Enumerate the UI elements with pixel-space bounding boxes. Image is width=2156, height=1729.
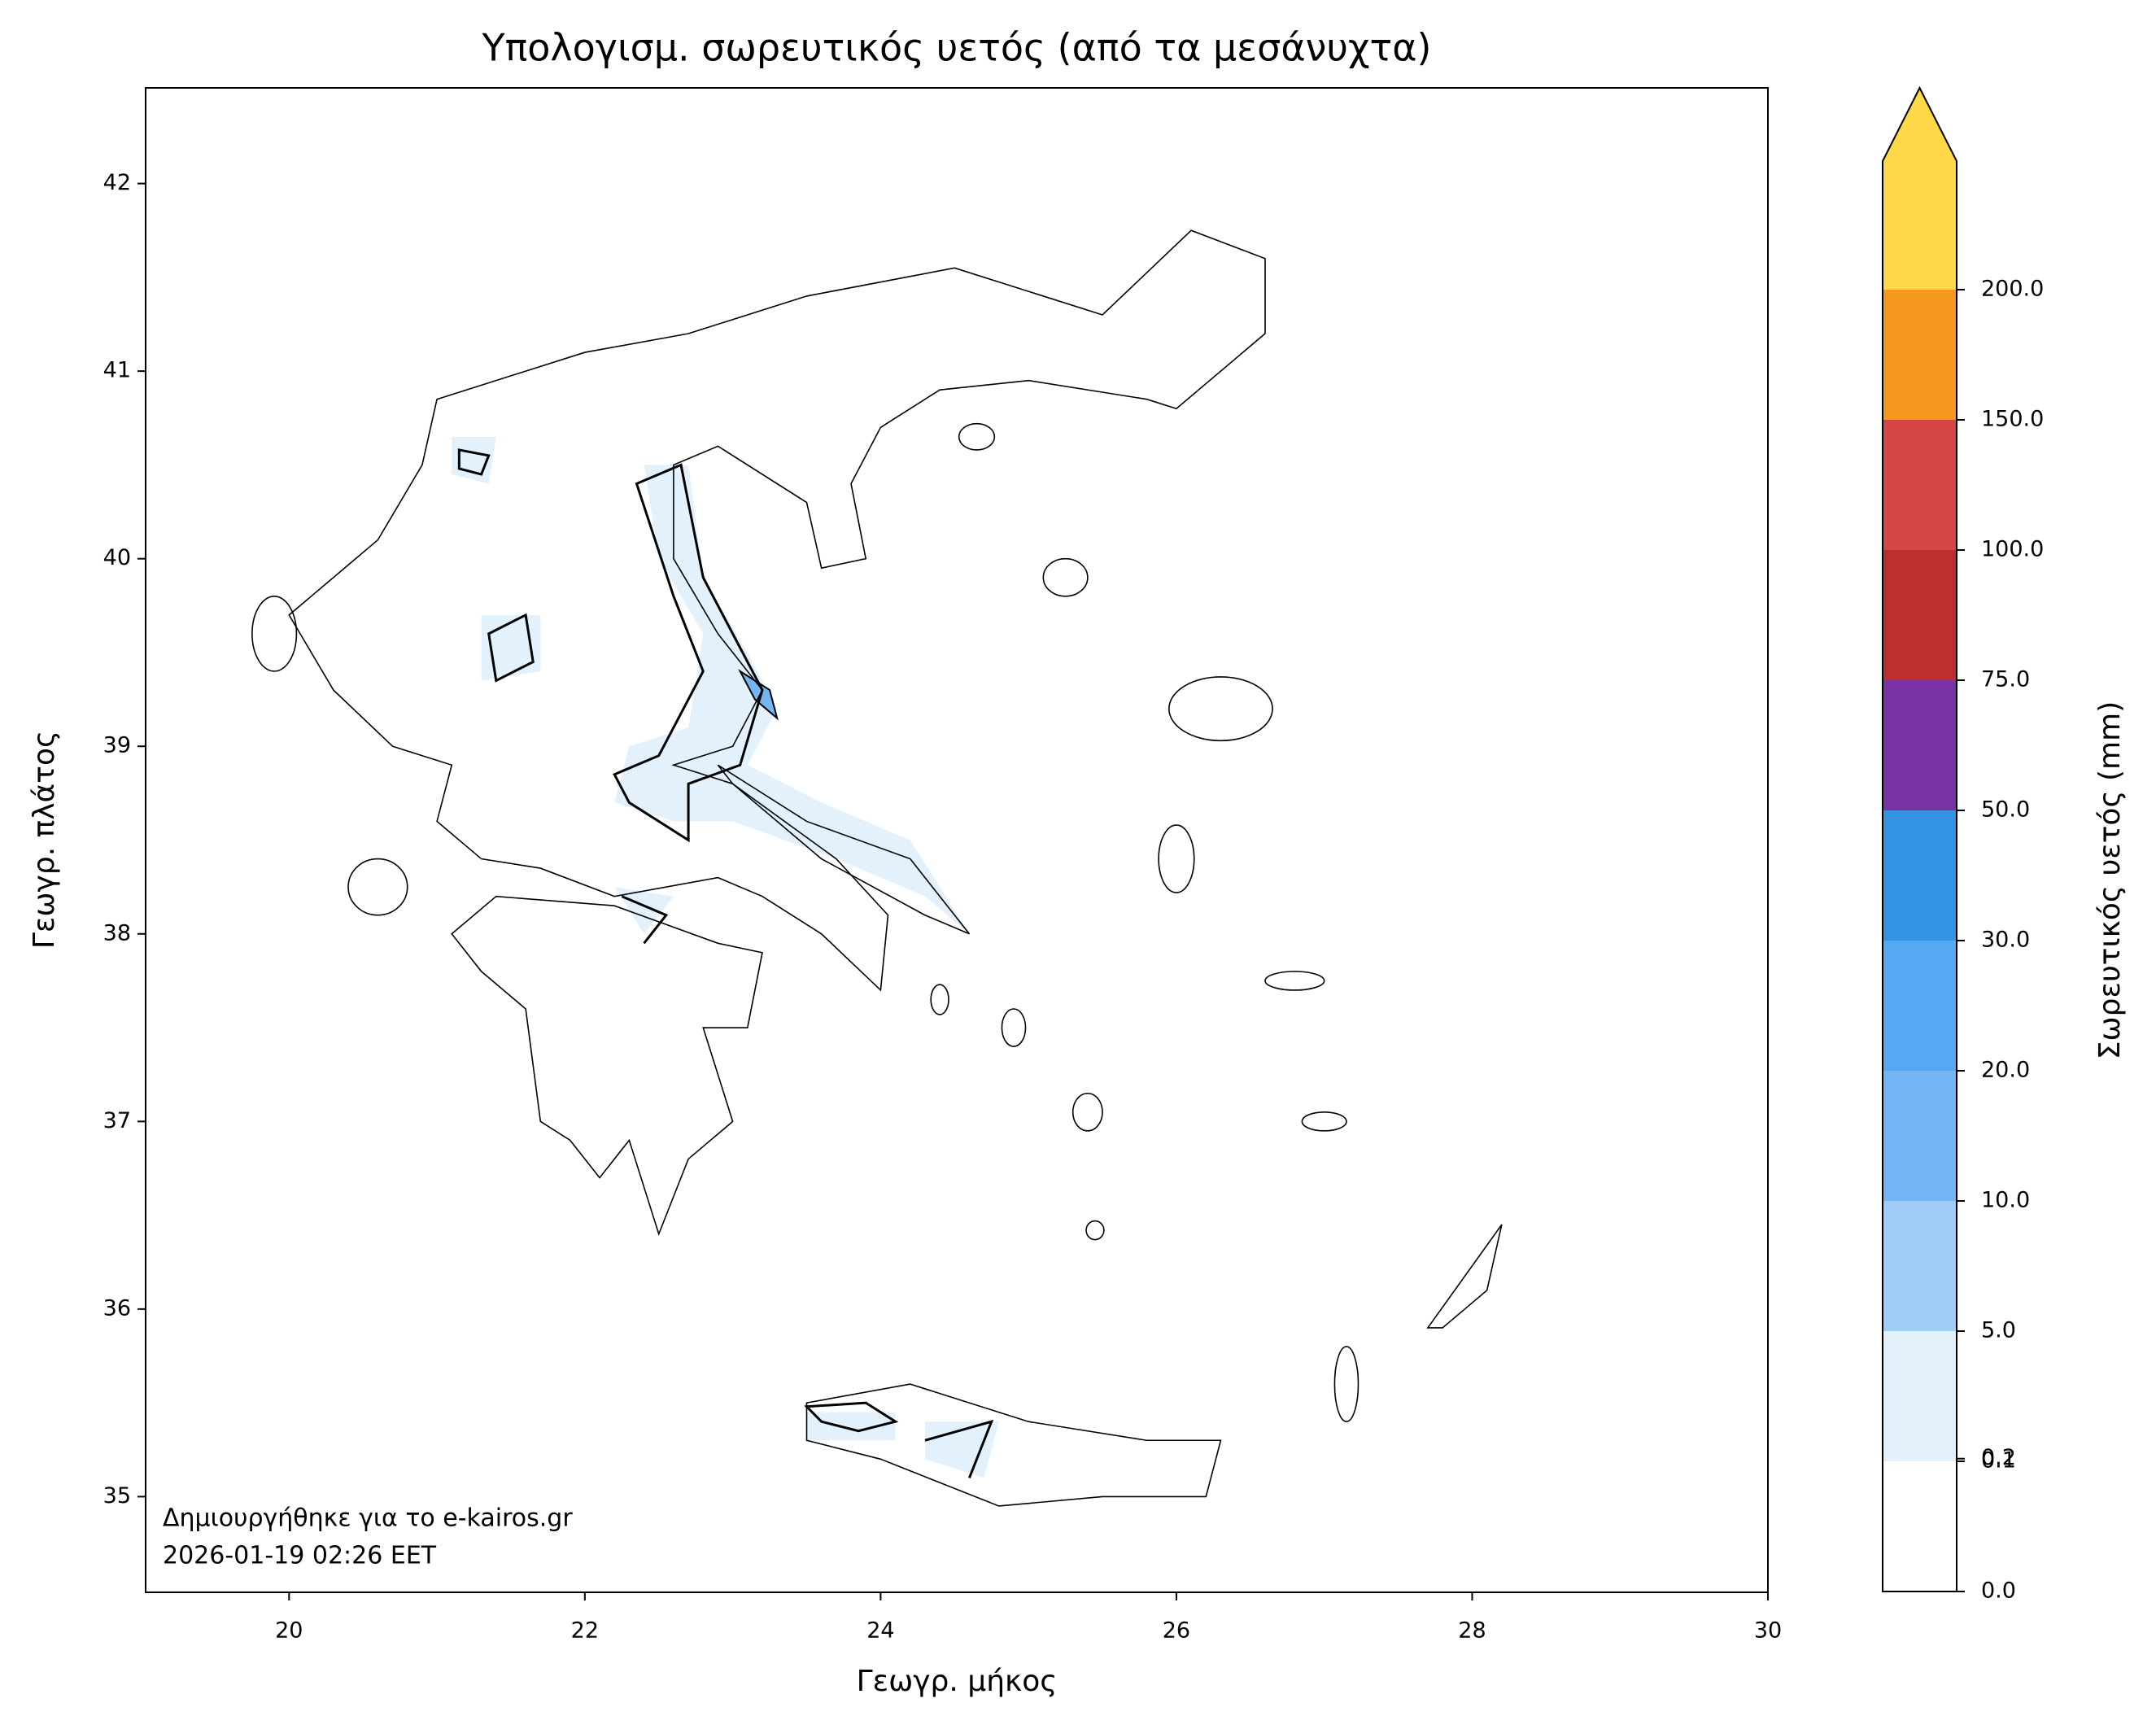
colorbar-tick-label: 100.0 [1981,537,2044,562]
rain-area [452,436,496,484]
colorbar-segment [1883,941,1957,1071]
colorbar-label: Σωρευτικός υετός (mm) [2093,701,2127,1060]
coastline [1002,1009,1025,1046]
coastline [1086,1221,1104,1240]
colorbar-tick-label: 10.0 [1981,1188,2030,1213]
contour [807,1403,896,1431]
contour [614,465,762,840]
coastline [252,596,297,671]
rain-area [614,465,970,934]
colorbar-tick-label: 50.0 [1981,797,2030,823]
coastline [452,897,762,1234]
x-tick-label: 20 [275,1618,303,1644]
colorbar-segment [1883,420,1957,550]
colorbar-tick-label: 75.0 [1981,667,2030,692]
contour [925,1421,992,1478]
coastline [1265,971,1325,990]
rain-area [481,614,541,681]
coastline [1428,1225,1502,1328]
x-tick-label: 26 [1163,1618,1190,1644]
coastline [1043,559,1088,596]
coastline [1073,1094,1102,1131]
y-tick-label: 39 [103,733,131,758]
colorbar-segment [1883,550,1957,680]
y-tick-label: 42 [103,170,131,195]
coastline [1302,1112,1346,1131]
y-tick-label: 37 [103,1108,131,1133]
coastline [1159,825,1194,893]
coastline [348,859,408,915]
y-tick-label: 41 [103,358,131,383]
coastline [718,765,969,933]
colorbar-segment [1883,1331,1957,1461]
colorbar-segment [1883,680,1957,810]
y-tick-label: 35 [103,1483,131,1509]
colorbar-tick-label: 200.0 [1981,277,2044,302]
coastline [1169,677,1272,740]
coastline [289,230,1265,990]
colorbar-segment [1883,1461,1957,1591]
contour [459,450,488,474]
x-tick-label: 24 [866,1618,894,1644]
coastline [807,1384,1221,1506]
annotation: Δημιουργήθηκε για το e-kairos.gr [163,1504,573,1533]
chart-title: Υπολογισμ. σωρευτικός υετός (από τα μεσά… [481,26,1431,70]
colorbar-segment [1883,290,1957,420]
map [252,230,1502,1506]
colorbar-tick-label: 20.0 [1981,1058,2030,1083]
colorbar-tick-label: 0.0 [1981,1578,2016,1604]
x-tick-label: 30 [1754,1618,1782,1644]
rain-area [806,1412,999,1478]
map-area [252,230,1502,1506]
colorbar-segment [1883,1071,1957,1201]
colorbar-tick-label: 0.2 [1981,1445,2016,1470]
colorbar-tick-label: 5.0 [1981,1318,2016,1343]
y-tick-label: 40 [103,545,131,570]
coastline [1334,1347,1358,1421]
y-tick-label: 36 [103,1295,131,1321]
coastline [931,985,949,1015]
colorbar-segment [1883,1201,1957,1331]
contour [622,897,666,944]
annotation: 2026-01-19 02:26 EET [163,1542,437,1570]
colorbar-tick-label: 150.0 [1981,407,2044,432]
contour [489,615,534,681]
y-axis-label: Γεωγρ. πλάτος [28,731,61,949]
colorbar-tick-label: 30.0 [1981,928,2030,953]
x-axis-label: Γεωγρ. μήκος [857,1665,1058,1698]
colorbar-frame [1882,85,1957,1592]
x-tick-label: 22 [571,1618,599,1644]
colorbar-segment [1883,810,1957,941]
x-tick-label: 28 [1458,1618,1486,1644]
coastline [959,424,995,450]
axes-frame [145,87,1769,1593]
colorbar-tick-label: 0.1 [1981,1448,2016,1474]
y-tick-label: 38 [103,920,131,945]
colorbar-extend [1883,88,1957,290]
